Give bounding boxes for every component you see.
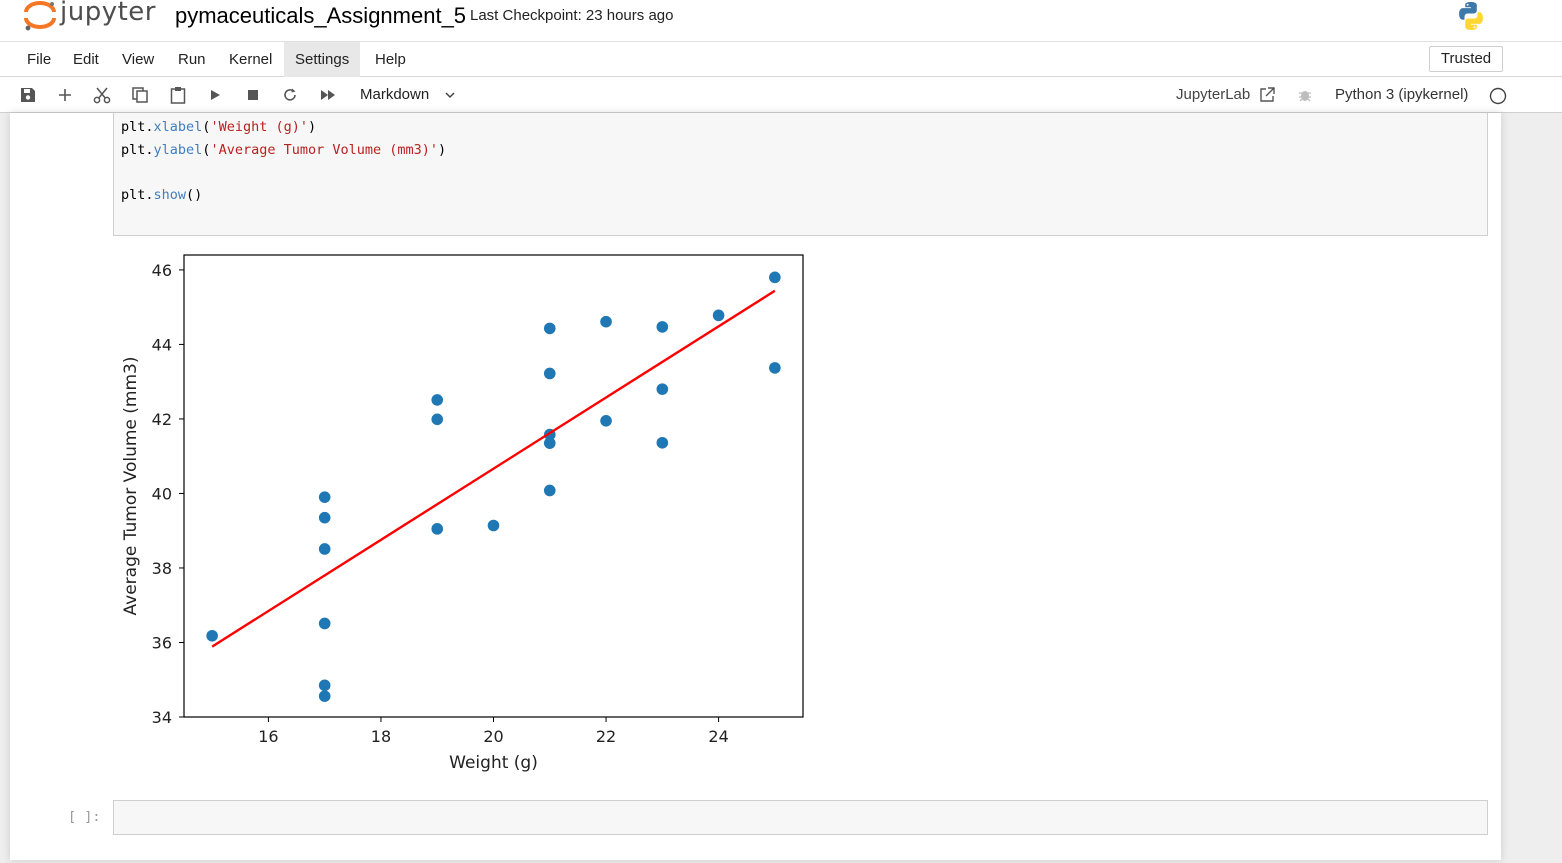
y-tick-label: 44: [152, 335, 172, 354]
menu-view[interactable]: View: [122, 51, 155, 68]
notebook-title[interactable]: pymaceuticals_Assignment_5: [175, 3, 467, 28]
x-tick-label: 18: [371, 727, 391, 746]
code-fn: xlabel: [153, 119, 203, 135]
checkpoint-status: Last Checkpoint: 23 hours ago: [470, 7, 674, 24]
x-axis-label: Weight (g): [449, 753, 538, 773]
code-line-ylabel: plt.ylabel('Average Tumor Volume (mm3)'): [121, 142, 447, 158]
data-point: [769, 271, 781, 284]
data-point: [431, 523, 444, 535]
menu-help[interactable]: Help: [375, 51, 406, 68]
data-point: [318, 617, 331, 630]
x-tick-label: 22: [596, 727, 616, 746]
python-logo-icon: [1459, 2, 1483, 30]
y-tick-label: 40: [152, 484, 172, 503]
data-point: [543, 484, 556, 497]
data-point: [318, 511, 331, 524]
data-point: [656, 436, 669, 449]
code-string: 'Weight (g)': [210, 119, 308, 135]
copy-icon[interactable]: [128, 83, 152, 107]
menu-file[interactable]: File: [27, 51, 52, 68]
data-point: [600, 315, 612, 328]
menu-bar: File Edit View Run Kernel Settings Help …: [0, 42, 1562, 77]
debugger-bug-icon[interactable]: [1297, 87, 1313, 103]
cell-type-select[interactable]: Markdown: [360, 86, 430, 103]
code-line-xlabel: plt.xlabel('Weight (g)'): [121, 119, 317, 135]
data-point: [543, 367, 556, 380]
data-point: [543, 322, 556, 335]
y-tick-label: 34: [152, 708, 172, 727]
data-point: [431, 394, 444, 406]
jupyter-logo-text: jupyter: [60, 0, 156, 27]
menu-run[interactable]: Run: [178, 51, 206, 68]
kernel-idle-icon: [1489, 87, 1507, 105]
data-point: [318, 679, 331, 692]
y-axis-label: Average Tumor Volume (mm3): [121, 357, 141, 616]
x-tick-label: 16: [258, 727, 278, 746]
data-point: [769, 362, 781, 374]
code-cell-input[interactable]: plt.xlabel('Weight (g)') plt.ylabel('Ave…: [113, 113, 1488, 236]
x-tick-label: 20: [483, 727, 503, 746]
scatter-chart: 16 18 20 22 24 34 36 38 40 42 44 46 Weight (g) Averag…: [121, 254, 804, 773]
data-point: [600, 414, 612, 427]
data-point: [431, 413, 444, 426]
jupyterlab-link[interactable]: JupyterLab: [1176, 86, 1251, 103]
fast-forward-icon[interactable]: [316, 83, 340, 107]
kernel-name[interactable]: Python 3 (ipykernel): [1335, 86, 1469, 103]
data-point: [318, 543, 331, 555]
menu-kernel[interactable]: Kernel: [229, 51, 273, 68]
data-point: [712, 309, 725, 322]
data-point: [656, 321, 669, 333]
data-point: [487, 519, 500, 532]
data-point: [318, 491, 331, 503]
stop-icon[interactable]: [241, 83, 265, 107]
y-tick-label: 46: [152, 261, 172, 280]
y-tick-label: 42: [152, 410, 172, 429]
notebook-toolbar: Markdown JupyterLab Python 3 (ipykernel): [0, 77, 1562, 113]
data-point: [206, 629, 218, 642]
data-point: [656, 383, 669, 395]
app-header: jupyter pymaceuticals_Assignment_5 Last …: [0, 0, 1562, 42]
plus-icon[interactable]: [53, 83, 77, 107]
y-tick-label: 36: [152, 633, 172, 652]
play-icon[interactable]: [203, 83, 227, 107]
regression-line: [211, 289, 776, 648]
y-tick-label: 38: [152, 559, 172, 578]
code-fn: show: [153, 187, 187, 203]
notebook-panel: plt.xlabel('Weight (g)') plt.ylabel('Ave…: [10, 113, 1501, 860]
code-line-show: plt.show(): [121, 187, 203, 203]
x-tick-label: 24: [708, 727, 728, 746]
code-string: 'Average Tumor Volume (mm3)': [210, 142, 439, 158]
menu-edit[interactable]: Edit: [73, 51, 99, 68]
restart-icon[interactable]: [278, 83, 302, 107]
code-fn: ylabel: [153, 142, 203, 158]
empty-code-cell[interactable]: [113, 800, 1488, 835]
data-point: [318, 690, 331, 702]
cell-prompt: [ ]:: [68, 809, 101, 825]
data-point: [543, 437, 556, 449]
save-icon[interactable]: [16, 83, 40, 107]
jupyter-logo-icon[interactable]: [22, 0, 162, 34]
paste-icon[interactable]: [166, 83, 190, 107]
menu-settings[interactable]: Settings: [284, 42, 361, 77]
chevron-down-icon[interactable]: [444, 89, 456, 101]
plot-frame: [183, 254, 804, 718]
trusted-indicator[interactable]: Trusted: [1429, 46, 1503, 72]
external-link-icon[interactable]: [1258, 86, 1276, 104]
scissors-icon[interactable]: [90, 83, 114, 107]
